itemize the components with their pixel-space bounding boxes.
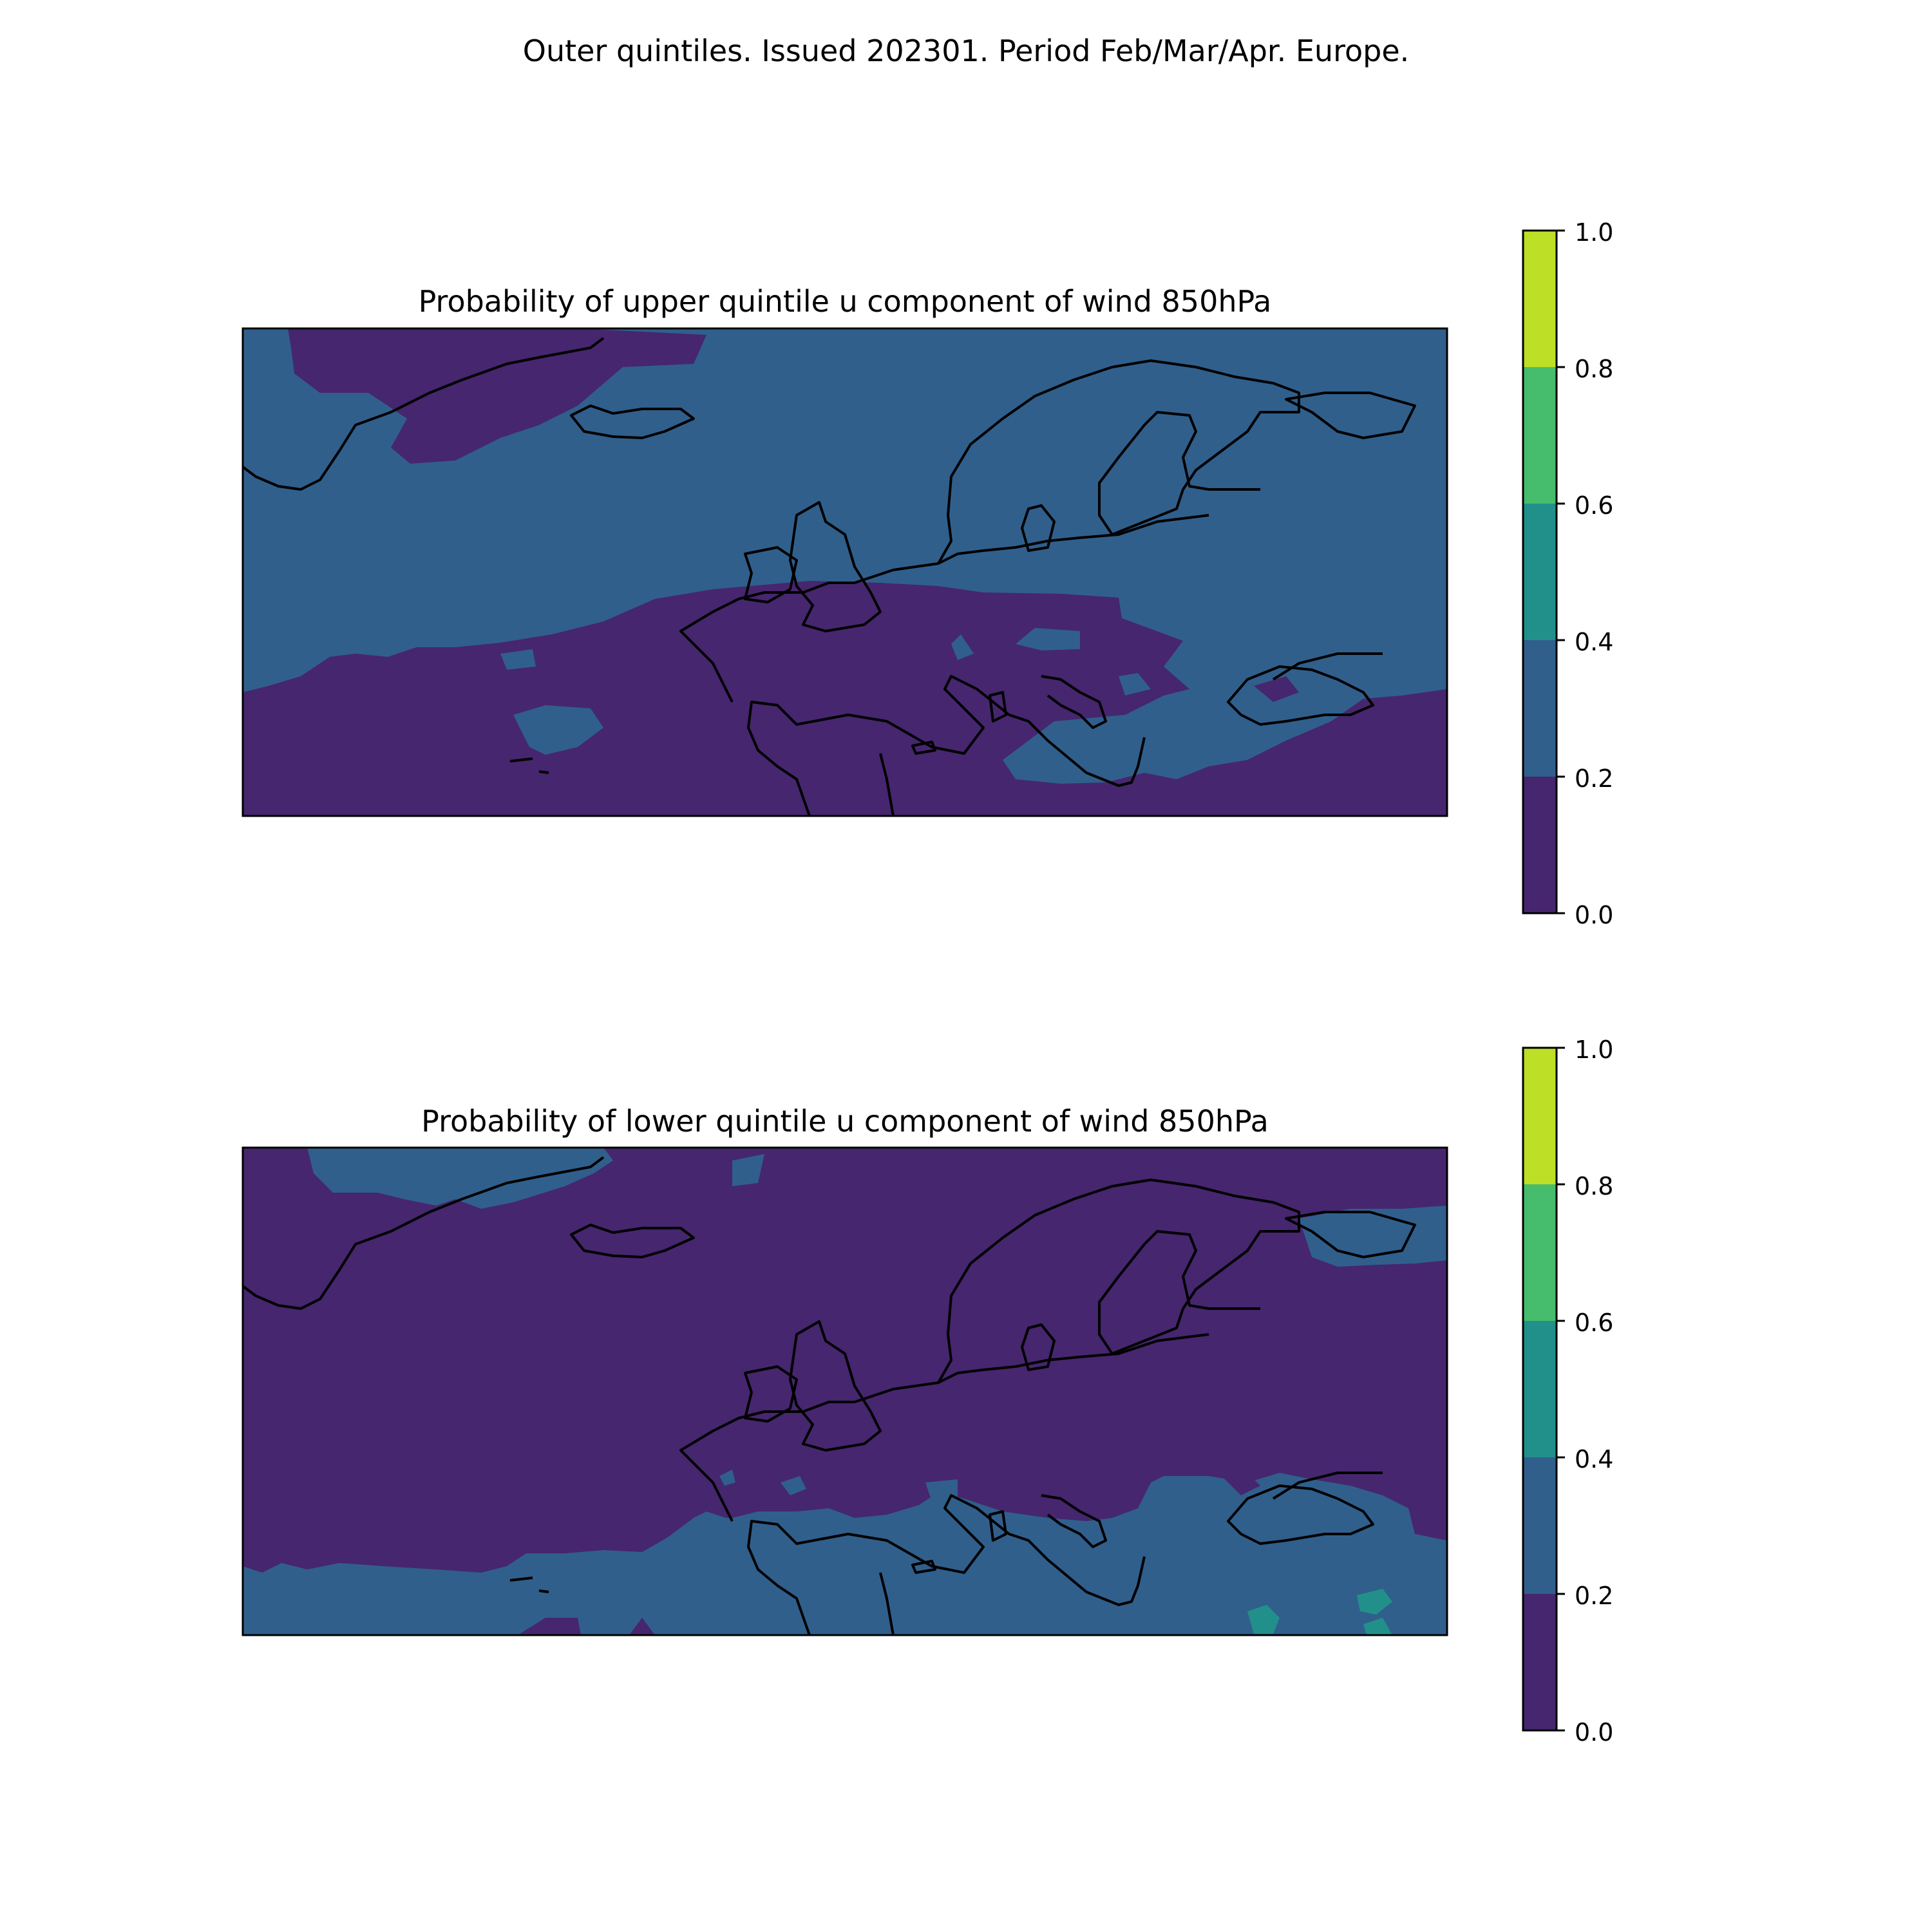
panel-lower-quintile: Probability of lower quintile u componen…	[242, 1036, 1613, 1747]
colorbar-lower-tick-label: 0.4	[1575, 1445, 1613, 1473]
coastline-continent-west	[679, 514, 1209, 816]
coastline-ireland	[744, 1365, 798, 1423]
colorbar-upper-tick-label: 0.4	[1575, 628, 1613, 656]
coastline-whitesea-kola	[1285, 392, 1416, 439]
map-lower-frame	[242, 1146, 1448, 1636]
panel-lower-title: Probability of lower quintile u componen…	[421, 1104, 1269, 1139]
colorbar-lower-tick-label: 0.0	[1575, 1718, 1613, 1747]
coastline-canaries	[509, 757, 549, 774]
field-region-mid-iceland-east	[732, 1154, 764, 1186]
colorbar-lower-frame	[1522, 1046, 1558, 1732]
colorbar-upper-bin-3	[1523, 367, 1557, 504]
coastline-continent-west	[679, 1333, 1209, 1635]
field-pocket-high-turkey	[1247, 1605, 1280, 1634]
colorbar-upper-tick-label: 0.0	[1575, 901, 1613, 929]
colorbar-lower-tick-label: 0.6	[1575, 1309, 1613, 1337]
field-region-mid-north	[307, 1148, 613, 1209]
coastline-italy	[1041, 1494, 1107, 1548]
coastline-canaries	[509, 1577, 549, 1593]
colorbar-upper-bin-1	[1523, 640, 1557, 777]
field-island-mid-balkan	[1119, 673, 1151, 696]
field-island-mid-bay	[781, 1476, 806, 1495]
coastline-whitesea-kola	[1285, 1211, 1416, 1258]
field-island-mid-channel	[719, 1470, 735, 1486]
panel-upper-title: Probability of upper quintile u componen…	[419, 284, 1272, 319]
field-region-mid-south	[243, 1473, 1447, 1635]
colorbar-lower-bin-2	[1523, 1321, 1557, 1457]
colorbar-upper-tick-label: 1.0	[1575, 218, 1613, 247]
colorbar-lower-bin-4	[1523, 1048, 1557, 1184]
coastline-caspian-hint	[1272, 1472, 1383, 1500]
map-upper-quintile	[243, 328, 1447, 816]
map-upper-frame	[242, 327, 1448, 817]
coastline-greenland	[243, 337, 605, 491]
colorbar-lower-bin-3	[1523, 1184, 1557, 1321]
map-lower-quintile	[243, 1148, 1447, 1635]
coastline-blacksea	[1227, 1484, 1374, 1545]
field-island-mid-alps	[1016, 628, 1080, 650]
coastline-sardinia	[989, 691, 1007, 723]
colorbar-lower-tick-label: 1.0	[1575, 1036, 1613, 1064]
coastline-sardinia	[989, 1510, 1007, 1542]
figure-suptitle: Outer quintiles. Issued 202301. Period F…	[523, 33, 1410, 68]
colorbar-upper-bin-2	[1523, 504, 1557, 640]
colorbar-upper-tick-label: 0.2	[1575, 764, 1613, 793]
colorbar-lower-bin-1	[1523, 1457, 1557, 1594]
field-region-low-north	[288, 328, 706, 464]
field-pocket-low-blacksea-n	[1222, 1473, 1260, 1495]
colorbar-upper-frame	[1522, 229, 1558, 914]
colorbar-lower-tick-label: 0.8	[1575, 1172, 1613, 1200]
field-island-mid-bay	[500, 649, 536, 670]
field-island-mid-atlantic	[513, 705, 603, 755]
colorbar-lower-ticks	[1557, 1046, 1565, 1732]
panel-upper-quintile: Probability of upper quintile u componen…	[242, 218, 1613, 929]
colorbar-upper-tick-label: 0.8	[1575, 355, 1613, 383]
coastline-blacksea	[1227, 665, 1374, 726]
coastline-balearic	[911, 741, 936, 755]
colorbar-upper-tick-label: 0.6	[1575, 491, 1613, 520]
field-region-mid-northeast	[1299, 1206, 1447, 1267]
colorbar-upper: 0.0 0.2 0.4 0.6 0.8 1.0	[1522, 218, 1613, 929]
coastline-iceland	[570, 1224, 695, 1258]
colorbar-upper-ticks	[1557, 229, 1565, 914]
coastline-scandinavia	[937, 359, 1300, 564]
coastline-jutland	[1021, 1323, 1056, 1371]
colorbar-lower: 0.0 0.2 0.4 0.6 0.8 1.0	[1522, 1036, 1613, 1747]
field-region-low-south	[243, 581, 1447, 816]
coastline-britain	[789, 501, 882, 632]
field-pocket-high-levant	[1357, 1589, 1392, 1615]
coastlines	[243, 1156, 1416, 1635]
coastline-ireland	[744, 546, 798, 603]
coastline-scandinavia	[937, 1179, 1300, 1383]
field-pocket-high-levant-s	[1363, 1618, 1392, 1635]
colorbar-upper-bin-4	[1523, 231, 1557, 367]
colorbar-lower-tick-label: 0.2	[1575, 1582, 1613, 1610]
coastline-italy	[1041, 675, 1107, 729]
coastlines	[243, 337, 1416, 816]
coastline-caspian-hint	[1272, 652, 1383, 681]
coastline-britain	[789, 1320, 882, 1452]
field-pocket-low-south-1	[520, 1618, 581, 1635]
field-island-mid-italy	[951, 634, 974, 660]
coastline-balearic	[911, 1560, 936, 1574]
coastline-greenland	[243, 1156, 605, 1310]
coastline-jutland	[1021, 504, 1056, 552]
field-region-low-blacksea	[1254, 676, 1299, 702]
field-pocket-low-south-2	[629, 1618, 655, 1635]
colorbar-upper-bin-0	[1523, 777, 1557, 913]
colorbar-lower-bin-0	[1523, 1594, 1557, 1730]
coastline-iceland	[570, 404, 695, 439]
